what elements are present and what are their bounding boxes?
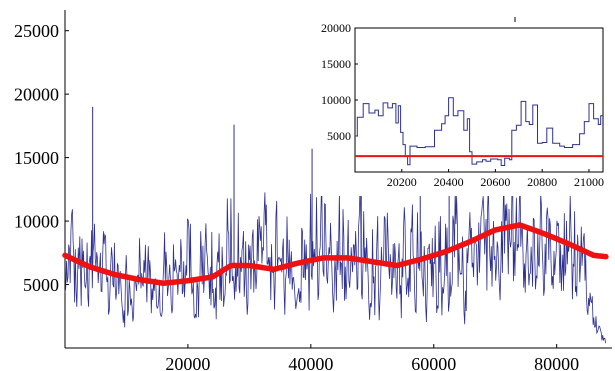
signal-series-line bbox=[64, 177, 606, 344]
x-tick-label: 20400 bbox=[434, 175, 464, 189]
y-tick-label: 15000 bbox=[321, 57, 351, 71]
x-tick-label: 20600 bbox=[480, 175, 510, 189]
y-tick-label: 5000 bbox=[327, 129, 351, 143]
inset-signal-line bbox=[355, 97, 603, 166]
main-plot: 20000 40000 60000 8000050001000015000200002… bbox=[14, 10, 612, 371]
x-tick-label: 20800 bbox=[527, 175, 557, 189]
y-tick-label: 10000 bbox=[321, 93, 351, 107]
x-tick-label: 80000 bbox=[534, 354, 579, 371]
y-tick-label: 25000 bbox=[14, 21, 59, 41]
trend-series-line bbox=[62, 222, 609, 287]
x-tick-label: 21000 bbox=[574, 175, 604, 189]
inset-plot: 20200 20400 20600 20800 21000 5000 10000 15000 2… bbox=[318, 16, 613, 196]
y-tick-label: 5000 bbox=[23, 275, 59, 295]
inset-frame bbox=[354, 27, 604, 173]
y-tick-label: 10000 bbox=[14, 211, 59, 231]
x-tick-label: 40000 bbox=[288, 354, 333, 371]
y-tick-label: 20000 bbox=[321, 21, 351, 35]
x-tick-label: 20200 bbox=[387, 175, 417, 189]
y-tick-label: 20000 bbox=[14, 84, 59, 104]
y-tick-label: 15000 bbox=[14, 148, 59, 168]
x-tick-label: 20000 bbox=[165, 354, 210, 371]
x-tick-label: 60000 bbox=[411, 354, 456, 371]
